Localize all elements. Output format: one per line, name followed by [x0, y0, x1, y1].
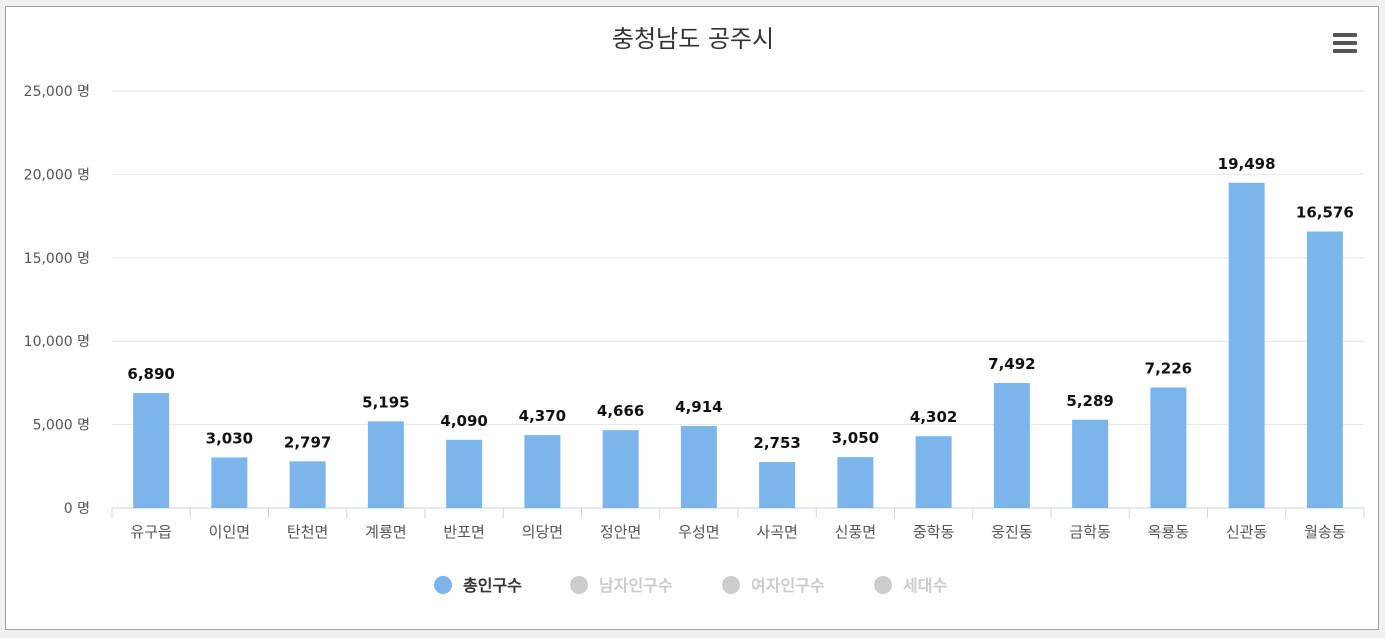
- data-label: 16,576: [1296, 204, 1354, 222]
- chart-title: 충청남도 공주시: [611, 25, 775, 53]
- bar[interactable]: [367, 421, 404, 508]
- y-tick-label: 20,000 명: [24, 167, 90, 183]
- data-label: 19,498: [1218, 155, 1276, 173]
- data-label: 6,890: [127, 365, 174, 383]
- legend-item[interactable]: 총인구수: [434, 576, 522, 595]
- legend-marker: [434, 576, 452, 594]
- bar[interactable]: [133, 393, 170, 508]
- legend-item[interactable]: 남자인구수: [570, 576, 673, 595]
- bar[interactable]: [524, 435, 561, 508]
- bar[interactable]: [1306, 231, 1343, 508]
- bar[interactable]: [446, 439, 483, 508]
- bar[interactable]: [680, 426, 717, 508]
- data-label: 4,914: [675, 398, 722, 416]
- x-tick-label: 신관동: [1226, 523, 1268, 541]
- bar[interactable]: [1228, 182, 1265, 508]
- data-label: 4,302: [910, 408, 957, 426]
- data-label: 3,030: [206, 429, 253, 447]
- legend-label: 세대수: [903, 576, 947, 595]
- data-label: 4,090: [440, 412, 487, 430]
- bar[interactable]: [289, 461, 326, 508]
- data-label: 5,195: [362, 393, 409, 411]
- bar[interactable]: [1150, 387, 1187, 508]
- legend-item[interactable]: 여자인구수: [722, 576, 825, 595]
- data-label: 2,753: [753, 434, 800, 452]
- legend-marker: [570, 576, 588, 594]
- legend-label: 총인구수: [463, 576, 522, 595]
- legend-item[interactable]: 세대수: [874, 576, 947, 595]
- x-tick-label: 의당면: [522, 523, 563, 541]
- x-tick-label: 이인면: [209, 523, 250, 541]
- x-tick-label: 계룡면: [365, 523, 406, 541]
- legend-label: 여자인구수: [751, 576, 825, 595]
- x-tick-label: 중학동: [913, 523, 955, 541]
- y-tick-label: 25,000 명: [24, 84, 90, 100]
- legend-label: 남자인구수: [599, 576, 673, 595]
- y-tick-label: 5,000 명: [33, 418, 90, 434]
- data-label: 3,050: [832, 429, 879, 447]
- data-label: 7,226: [1145, 359, 1192, 377]
- hamburger-menu-icon[interactable]: [1332, 33, 1358, 59]
- x-tick-label: 유구읍: [130, 523, 171, 541]
- data-label: 4,666: [597, 402, 644, 420]
- bar[interactable]: [993, 383, 1030, 508]
- x-tick-label: 웅진동: [991, 523, 1033, 541]
- bar[interactable]: [837, 457, 874, 508]
- data-label: 7,492: [988, 355, 1035, 373]
- data-label: 4,370: [519, 407, 566, 425]
- chart-container: 충청남도 공주시 0 명 5,000 명 10,000 명 15,000 명 20,00…: [5, 6, 1379, 630]
- bar[interactable]: [602, 430, 639, 508]
- bar[interactable]: [915, 436, 952, 508]
- y-tick-label: 0 명: [64, 501, 90, 517]
- chart-plot: 0 명 5,000 명 10,000 명 15,000 명 20,000 명 25,000…: [24, 84, 1365, 595]
- x-tick-label: 사곡면: [756, 523, 797, 541]
- x-tick-label: 우성면: [678, 523, 719, 541]
- y-tick-label: 15,000 명: [24, 251, 90, 267]
- data-label: 5,289: [1066, 392, 1113, 410]
- y-tick-label: 10,000 명: [24, 334, 90, 350]
- legend-marker: [874, 576, 892, 594]
- legend-marker: [722, 576, 740, 594]
- bar[interactable]: [211, 457, 248, 508]
- x-tick-label: 탄천면: [287, 523, 328, 541]
- bar[interactable]: [759, 462, 796, 508]
- x-tick-label: 월송동: [1304, 523, 1346, 541]
- x-tick-label: 정안면: [600, 523, 641, 541]
- x-tick-label: 신풍면: [835, 523, 876, 541]
- data-label: 2,797: [284, 433, 331, 451]
- bar[interactable]: [1072, 419, 1109, 508]
- x-tick-label: 옥룡동: [1148, 523, 1190, 541]
- x-tick-label: 반포면: [443, 523, 484, 541]
- x-tick-label: 금학동: [1069, 523, 1111, 541]
